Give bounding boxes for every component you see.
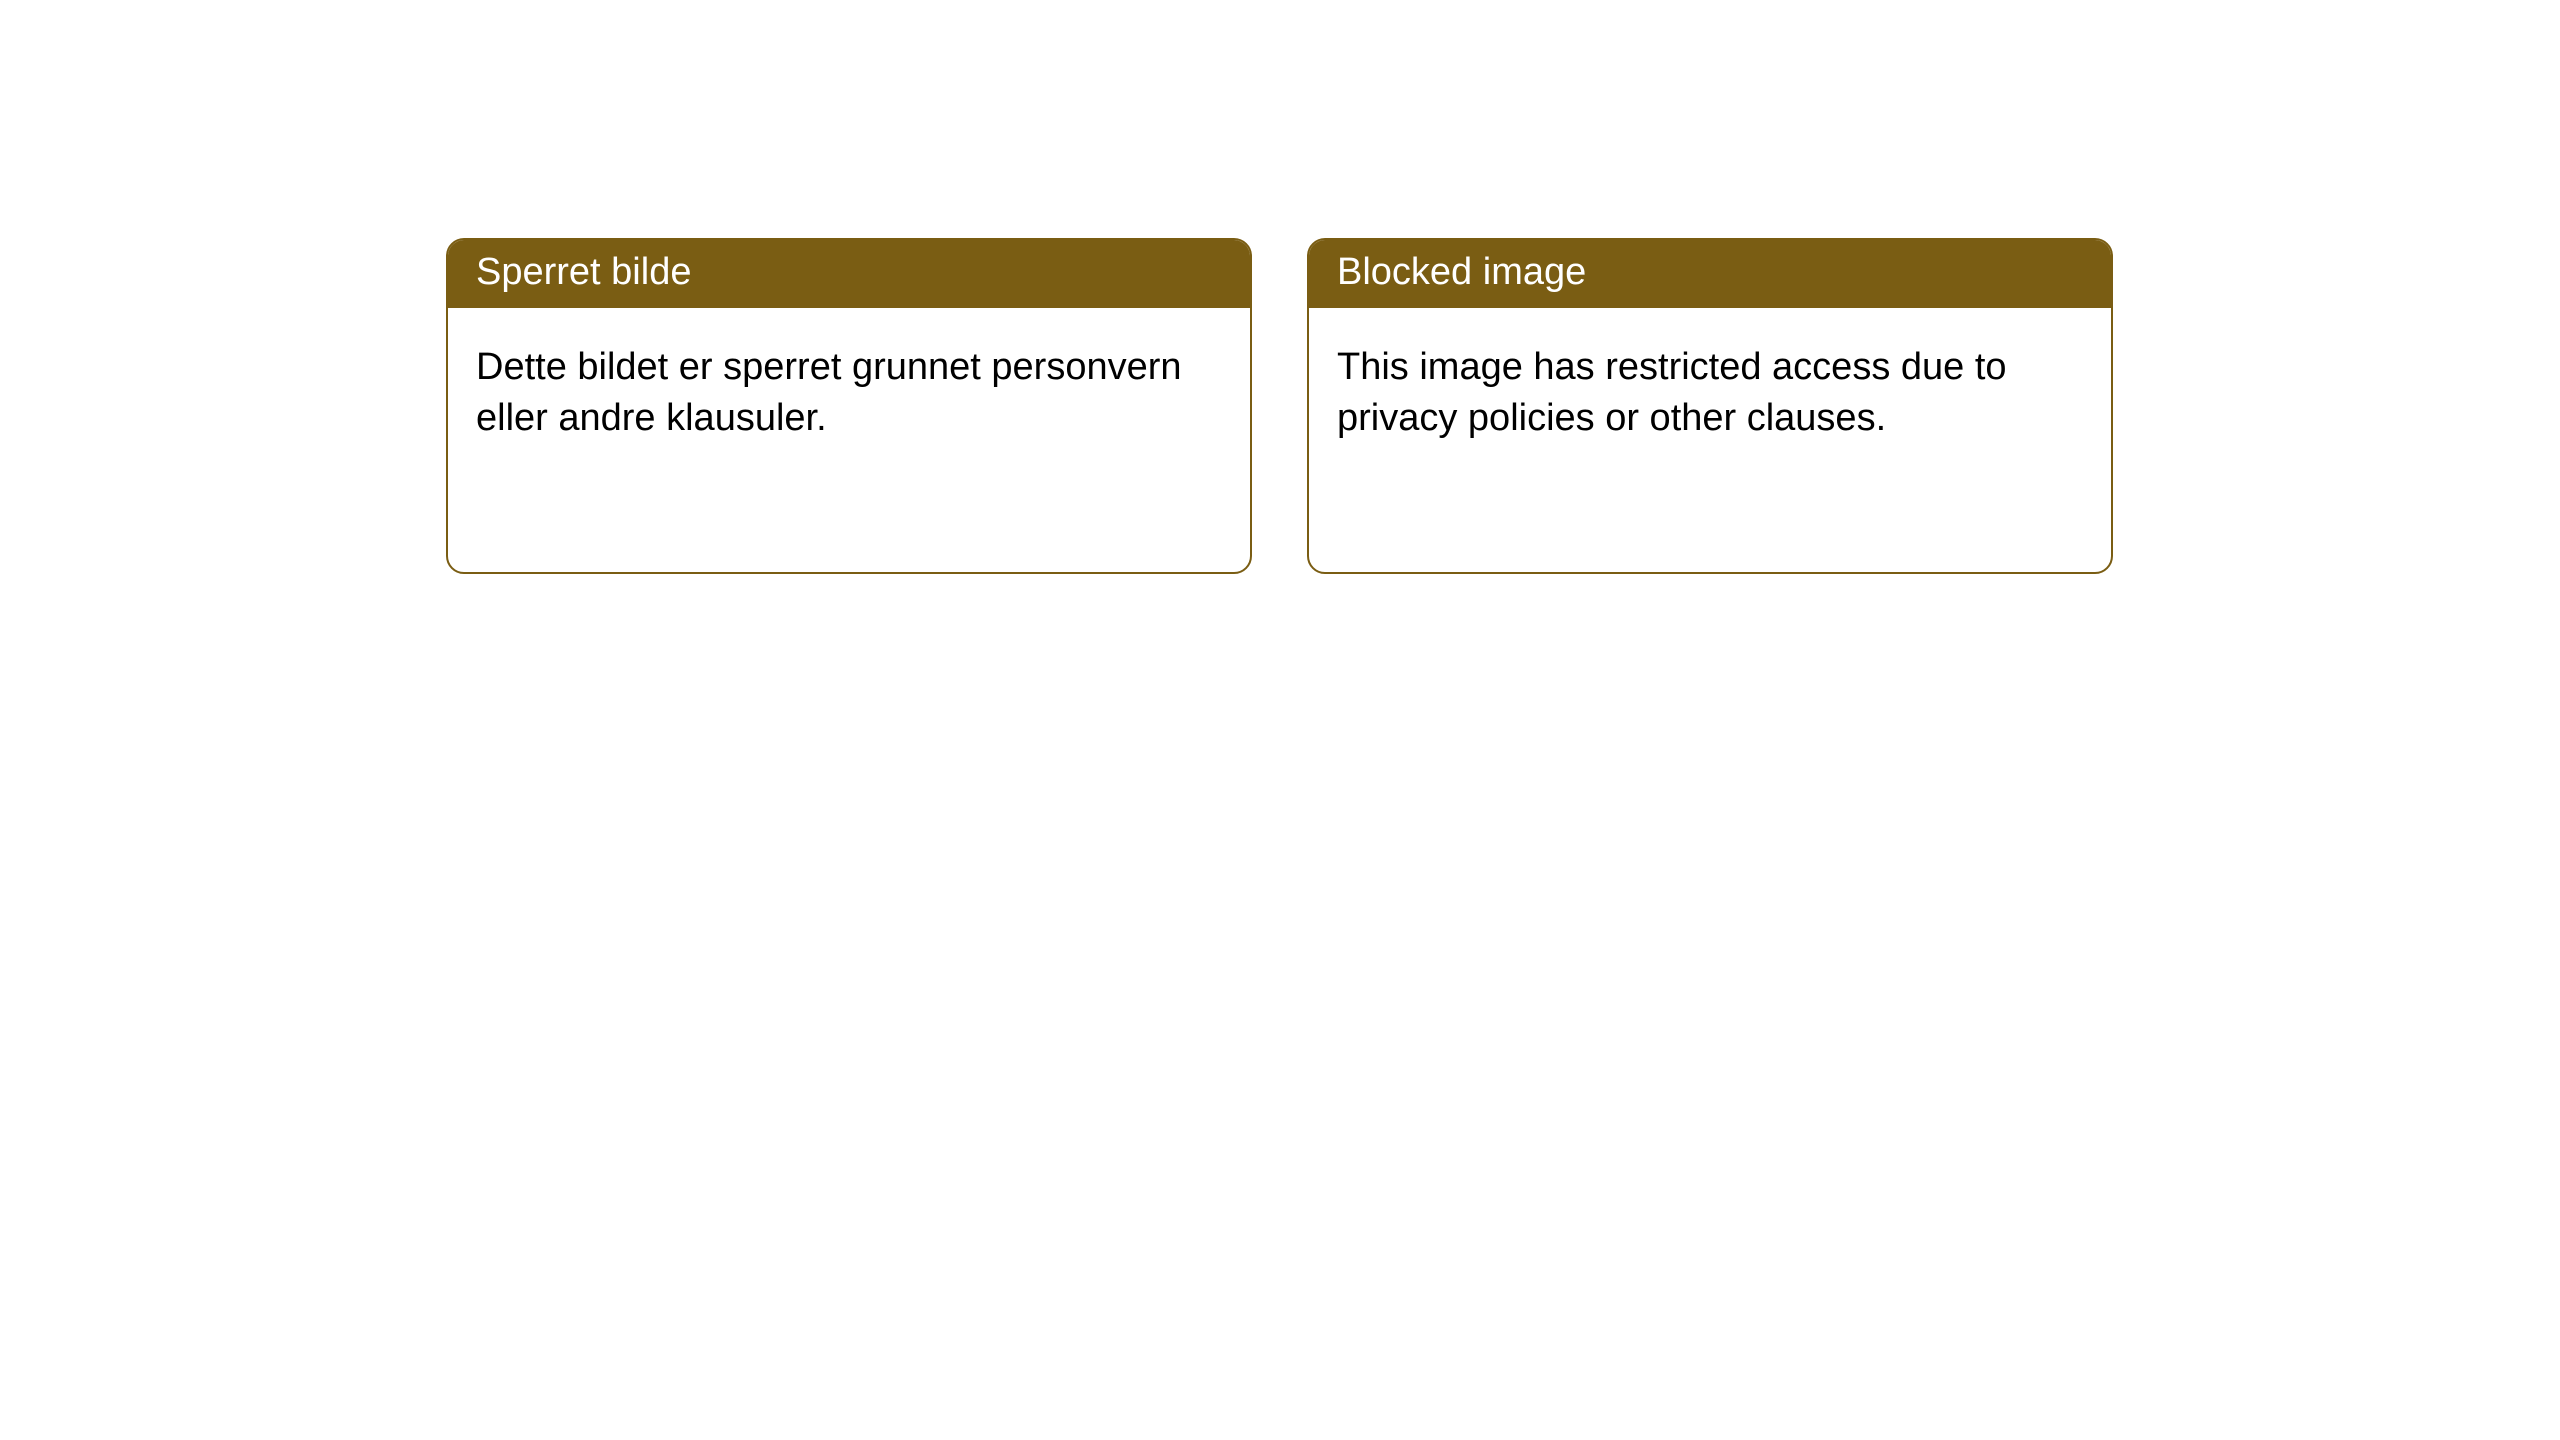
card-body-nb: Dette bildet er sperret grunnet personve… <box>448 308 1250 479</box>
card-title-en: Blocked image <box>1309 240 2111 308</box>
card-en: Blocked image This image has restricted … <box>1307 238 2113 574</box>
card-title-nb: Sperret bilde <box>448 240 1250 308</box>
cards-container: Sperret bilde Dette bildet er sperret gr… <box>0 0 2560 574</box>
card-body-en: This image has restricted access due to … <box>1309 308 2111 479</box>
card-nb: Sperret bilde Dette bildet er sperret gr… <box>446 238 1252 574</box>
